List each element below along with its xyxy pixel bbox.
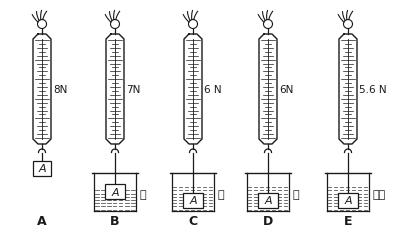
Text: E: E: [343, 214, 352, 227]
Text: A: A: [111, 187, 119, 197]
Text: 8N: 8N: [53, 85, 67, 95]
Bar: [105, 184, 125, 199]
Text: A: A: [264, 196, 271, 206]
Text: 水: 水: [140, 189, 146, 199]
Text: C: C: [188, 214, 197, 227]
Polygon shape: [33, 35, 51, 144]
Polygon shape: [258, 35, 276, 144]
Bar: [337, 193, 357, 208]
Text: A: A: [343, 196, 351, 206]
Bar: [33, 161, 51, 176]
Text: A: A: [189, 196, 196, 206]
Text: 6 N: 6 N: [203, 85, 221, 95]
Text: 盐水: 盐水: [372, 189, 385, 199]
Text: B: B: [110, 214, 119, 227]
Text: A: A: [38, 163, 46, 173]
Polygon shape: [183, 35, 202, 144]
Text: D: D: [262, 214, 273, 227]
Polygon shape: [106, 35, 124, 144]
Text: 6N: 6N: [278, 85, 293, 95]
Text: A: A: [37, 214, 47, 227]
Polygon shape: [338, 35, 356, 144]
Text: 7N: 7N: [126, 85, 140, 95]
Bar: [257, 193, 277, 208]
Text: 水: 水: [217, 189, 224, 199]
Bar: [183, 193, 202, 208]
Text: 5.6 N: 5.6 N: [358, 85, 386, 95]
Text: 水: 水: [292, 189, 299, 199]
